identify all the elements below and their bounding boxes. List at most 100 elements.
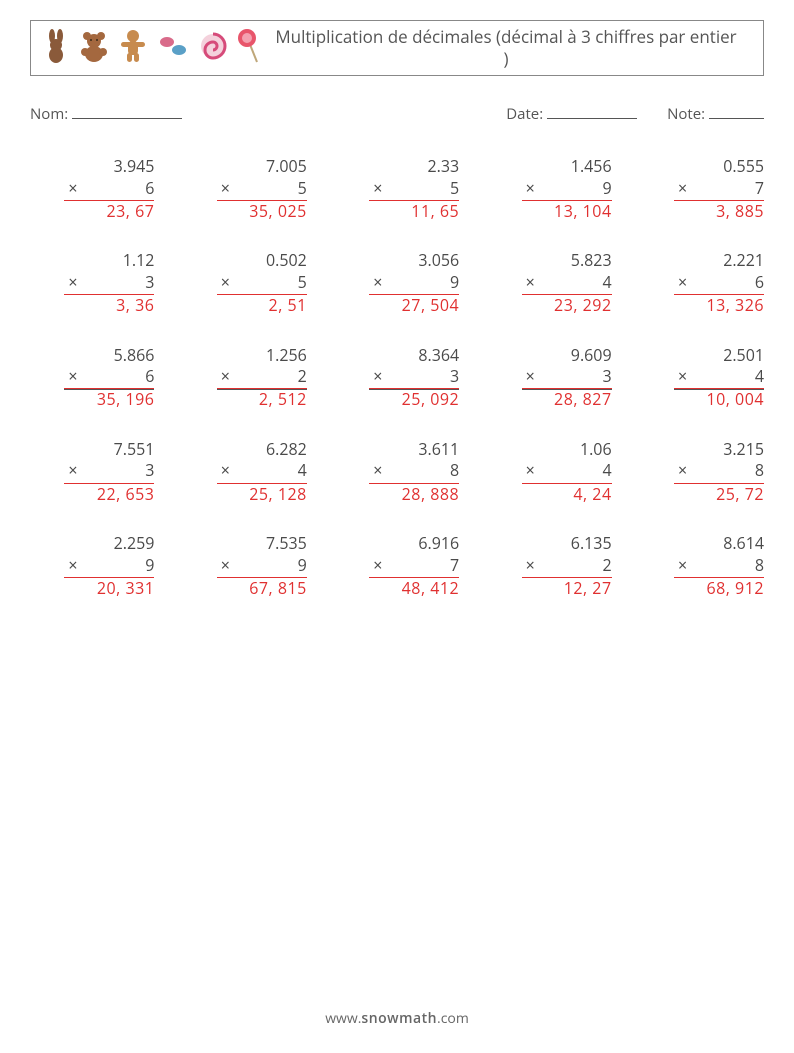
- operand-a: 3.215: [674, 439, 764, 461]
- operand-b: 9: [298, 555, 307, 577]
- footer: www.snowmath.com: [0, 1009, 794, 1028]
- problem-0-4: 0.555×73, 885: [640, 156, 764, 222]
- operand-a: 2.501: [674, 345, 764, 367]
- operand-a: 6.282: [217, 439, 307, 461]
- operand-b-row: ×8: [674, 460, 764, 484]
- answer: 25, 72: [674, 483, 764, 506]
- answer: 12, 27: [522, 577, 612, 600]
- operand-b-row: ×5: [217, 178, 307, 202]
- problem-1-3: 5.823×423, 292: [487, 250, 611, 316]
- problem-3-4: 3.215×825, 72: [640, 439, 764, 505]
- multiply-symbol: ×: [369, 272, 382, 294]
- answer: 3, 885: [674, 200, 764, 223]
- problem-0-0: 3.945×623, 67: [30, 156, 154, 222]
- date-blank: [547, 105, 637, 120]
- answer: 11, 65: [369, 200, 459, 223]
- operand-a: 2.221: [674, 250, 764, 272]
- operand-b-row: ×2: [522, 555, 612, 579]
- name-label: Nom:: [30, 104, 68, 124]
- problem-3-3: 1.06×44, 24: [487, 439, 611, 505]
- multiply-symbol: ×: [217, 460, 230, 482]
- problem-grid: 3.945×623, 677.005×535, 0252.33×511, 651…: [30, 156, 764, 599]
- multiply-symbol: ×: [369, 178, 382, 200]
- operand-b: 5: [298, 178, 307, 200]
- answer: 25, 128: [217, 483, 307, 506]
- operand-a: 7.551: [64, 439, 154, 461]
- operand-b-row: ×6: [64, 178, 154, 202]
- multiply-symbol: ×: [674, 272, 687, 294]
- operand-a: 8.364: [369, 345, 459, 367]
- operand-b: 4: [602, 272, 611, 294]
- problem-1-2: 3.056×927, 504: [335, 250, 459, 316]
- operand-b: 6: [145, 178, 154, 200]
- operand-b-row: ×3: [64, 460, 154, 484]
- operand-a: 1.456: [522, 156, 612, 178]
- operand-a: 6.916: [369, 533, 459, 555]
- operand-b: 6: [145, 366, 154, 388]
- problem-2-3: 9.609×328, 827: [487, 345, 611, 411]
- operand-b-row: ×4: [522, 460, 612, 484]
- gingerbread-icon: [119, 29, 147, 68]
- meta-row: Nom: Date: Note:: [30, 104, 764, 124]
- answer: 68, 912: [674, 577, 764, 600]
- header-icon-row: [43, 28, 261, 69]
- problem-2-2: 8.364×325, 092: [335, 345, 459, 411]
- problem-4-1: 7.535×967, 815: [182, 533, 306, 599]
- operand-b: 9: [450, 272, 459, 294]
- operand-b-row: ×9: [369, 272, 459, 296]
- multiply-symbol: ×: [369, 460, 382, 482]
- multiply-symbol: ×: [64, 366, 77, 388]
- operand-a: 8.614: [674, 533, 764, 555]
- multiply-symbol: ×: [674, 178, 687, 200]
- date-label: Date:: [506, 104, 543, 124]
- answer: 35, 025: [217, 200, 307, 223]
- multiply-symbol: ×: [522, 460, 535, 482]
- candies-icon: [157, 32, 189, 65]
- operand-b-row: ×4: [217, 460, 307, 484]
- note-blank: [709, 105, 764, 120]
- multiply-symbol: ×: [522, 272, 535, 294]
- multiply-symbol: ×: [64, 460, 77, 482]
- answer: 20, 331: [64, 577, 154, 600]
- answer: 35, 196: [64, 388, 154, 411]
- operand-b-row: ×2: [217, 366, 307, 390]
- problem-4-2: 6.916×748, 412: [335, 533, 459, 599]
- operand-b-row: ×9: [522, 178, 612, 202]
- operand-b: 3: [145, 272, 154, 294]
- problem-4-3: 6.135×212, 27: [487, 533, 611, 599]
- answer: 23, 292: [522, 294, 612, 317]
- operand-b-row: ×6: [674, 272, 764, 296]
- problem-2-1: 1.256×22, 512: [182, 345, 306, 411]
- operand-b: 9: [602, 178, 611, 200]
- problem-2-0: 5.866× 635, 196: [30, 345, 154, 411]
- problem-3-1: 6.282×425, 128: [182, 439, 306, 505]
- operand-a: 5.866: [64, 345, 154, 367]
- operand-b: 9: [145, 555, 154, 577]
- operand-b: 2: [602, 555, 611, 577]
- answer: 10, 004: [674, 388, 764, 411]
- answer: 25, 092: [369, 388, 459, 411]
- operand-b: 8: [450, 460, 459, 482]
- operand-b-row: ×4: [522, 272, 612, 296]
- operand-a: 0.555: [674, 156, 764, 178]
- operand-b: 3: [145, 460, 154, 482]
- multiply-symbol: ×: [674, 366, 687, 388]
- multiply-symbol: ×: [522, 178, 535, 200]
- operand-b-row: ×3: [64, 272, 154, 296]
- operand-b: 8: [755, 555, 764, 577]
- multiply-symbol: ×: [64, 178, 77, 200]
- operand-a: 3.056: [369, 250, 459, 272]
- worksheet-title: Multiplication de décimales (décimal à 3…: [261, 26, 751, 70]
- problem-2-4: 2.501×410, 004: [640, 345, 764, 411]
- operand-a: 6.135: [522, 533, 612, 555]
- multiply-symbol: ×: [217, 178, 230, 200]
- operand-a: 1.12: [64, 250, 154, 272]
- multiply-symbol: ×: [64, 272, 77, 294]
- operand-b: 3: [602, 366, 611, 388]
- operand-a: 9.609: [522, 345, 612, 367]
- problem-1-1: 0.502×52, 51: [182, 250, 306, 316]
- operand-a: 2.259: [64, 533, 154, 555]
- problem-0-2: 2.33×511, 65: [335, 156, 459, 222]
- problem-1-0: 1.12×33, 36: [30, 250, 154, 316]
- operand-b-row: ×4: [674, 366, 764, 390]
